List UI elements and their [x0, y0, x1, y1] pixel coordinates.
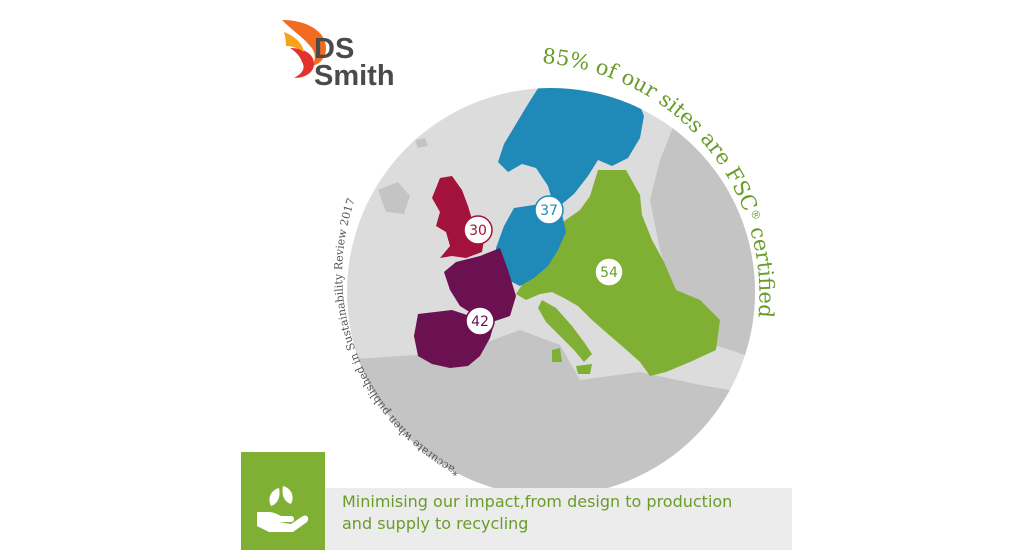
footer-caption-line-1: Minimising our impact,from design to pro…: [342, 492, 733, 511]
marker-france-iberia-label: 42: [471, 314, 489, 330]
logo-line-ds: DS: [314, 33, 355, 65]
region-france: [444, 248, 516, 322]
ds-smith-logo-mark: [282, 20, 326, 78]
faroe-land: [415, 138, 428, 148]
footer-caption-line-2: and supply to recycling: [342, 514, 529, 533]
marker-east-south-label: 54: [600, 265, 618, 281]
footer-caption: Minimising our impact,from design to pro…: [342, 491, 782, 535]
sicily-land: [576, 364, 592, 374]
marker-france-iberia: 42: [465, 306, 495, 336]
marker-north-central-label: 37: [540, 203, 558, 219]
footer-text-panel: [325, 488, 792, 550]
footer-icon-panel: [241, 452, 325, 550]
marker-north-central: 37: [534, 195, 564, 225]
italy-land: [538, 300, 592, 362]
hands-leaf-icon: [257, 486, 309, 532]
marker-uk-label: 30: [469, 223, 487, 239]
ireland-land: [378, 182, 410, 214]
marker-uk: 30: [463, 215, 493, 245]
headline-registered-mark: ®: [748, 207, 764, 222]
logo-line-smith: Smith: [314, 60, 395, 92]
marker-east-south: 54: [594, 257, 624, 287]
sardinia-land: [552, 348, 562, 362]
scandinavia-land: [498, 88, 644, 204]
north-africa-land: [347, 330, 755, 496]
